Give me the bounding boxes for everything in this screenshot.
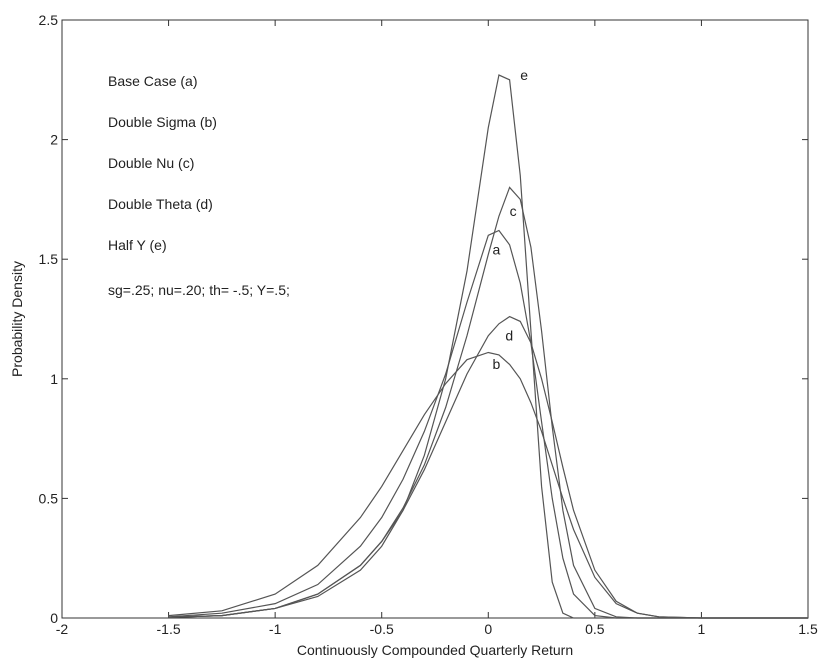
x-tick-label: 0: [484, 621, 492, 637]
plot-frame: [61, 19, 809, 619]
y-tick-label: 0.5: [39, 490, 59, 506]
note: Double Theta (d): [108, 196, 213, 212]
y-tick-label: 1: [50, 371, 58, 387]
y-tick-label: 0: [50, 610, 58, 626]
note: Double Nu (c): [108, 155, 194, 171]
y-tick-label: 1.5: [39, 251, 59, 267]
curve: [168, 186, 808, 619]
y-tick-label: 2: [50, 132, 58, 148]
curve: [168, 315, 808, 619]
x-tick-label: 0.5: [585, 621, 605, 637]
x-tick-label: -1: [269, 621, 282, 637]
curve: [168, 74, 808, 619]
note: sg=.25; nu=.20; th= -.5; Y=.5;: [108, 282, 290, 298]
x-tick-label: -1.5: [157, 621, 181, 637]
curve-label: b: [493, 356, 501, 372]
curve-label: a: [493, 241, 501, 257]
y-tick-label: 2.5: [39, 12, 59, 28]
note: Base Case (a): [108, 73, 197, 89]
x-tick-label: -2: [56, 621, 69, 637]
note: Double Sigma (b): [108, 114, 217, 130]
x-tick-label: 1.5: [798, 621, 818, 637]
x-axis-label: Continuously Compounded Quarterly Return: [297, 642, 573, 658]
note: Half Y (e): [108, 237, 167, 253]
x-tick-label: 1: [698, 621, 706, 637]
y-axis-label: Probability Density: [9, 261, 25, 377]
curve: [168, 351, 808, 619]
curve-label: c: [510, 203, 517, 219]
x-tick-label: -0.5: [370, 621, 394, 637]
curve-label: e: [520, 67, 528, 83]
curve-label: d: [505, 328, 513, 344]
